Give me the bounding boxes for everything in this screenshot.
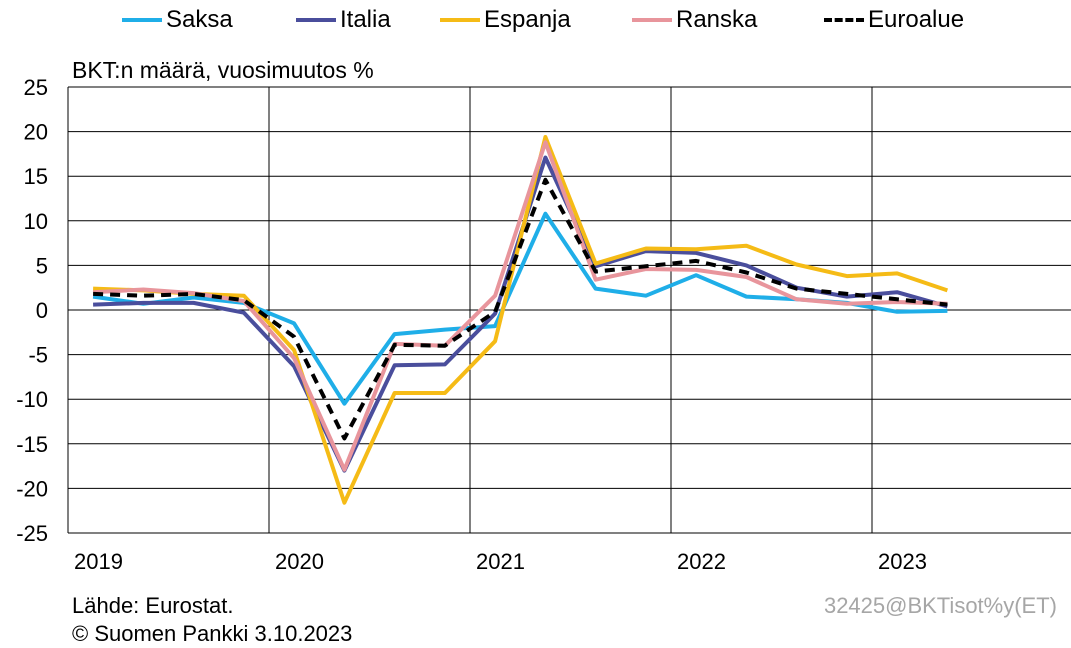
legend-label-euroalue: Euroalue	[868, 6, 965, 33]
legend-swatch-espanja	[440, 18, 480, 22]
legend-item-ranska: Ranska	[632, 2, 757, 38]
y-tick-label: 5	[36, 253, 48, 278]
y-tick-label: 10	[24, 209, 48, 234]
series-line-italia	[93, 155, 948, 473]
source-note: Lähde: Eurostat. © Suomen Pankki 3.10.20…	[72, 592, 352, 648]
legend-swatch-euroalue	[824, 18, 864, 22]
legend-swatch-italia	[296, 18, 336, 22]
source-text: Lähde: Eurostat.	[72, 593, 234, 618]
legend-label-ranska: Ranska	[676, 6, 758, 33]
legend-item-italia: Italia	[296, 2, 391, 38]
x-tick-label: 2022	[677, 549, 726, 574]
series-line-euroalue	[93, 177, 948, 441]
y-tick-label: -15	[16, 432, 48, 457]
y-tick-label: -25	[16, 521, 48, 546]
legend-label-espanja: Espanja	[484, 6, 571, 33]
legend: Saksa Italia Espanja Ranska Euroalue	[0, 2, 1071, 38]
y-axis-title: BKT:n määrä, vuosimuutos %	[72, 57, 374, 83]
x-tick-label: 2019	[74, 549, 123, 574]
x-tick-label: 2021	[476, 549, 525, 574]
y-tick-label: -10	[16, 387, 48, 412]
y-tick-label: 15	[24, 164, 48, 189]
y-tick-label: -5	[28, 343, 48, 368]
x-tick-label: 2023	[878, 549, 927, 574]
legend-item-espanja: Espanja	[440, 2, 571, 38]
y-tick-label: 0	[36, 298, 48, 323]
legend-swatch-ranska	[632, 18, 672, 22]
legend-label-italia: Italia	[340, 6, 391, 33]
legend-item-euroalue: Euroalue	[824, 2, 964, 38]
x-tick-label: 2020	[275, 549, 324, 574]
y-tick-label: 20	[24, 120, 48, 145]
legend-swatch-saksa	[122, 18, 162, 22]
y-tick-label: -20	[16, 476, 48, 501]
copyright-text: © Suomen Pankki 3.10.2023	[72, 621, 353, 646]
legend-item-saksa: Saksa	[122, 2, 233, 38]
series-line-ranska	[92, 140, 948, 472]
legend-label-saksa: Saksa	[166, 6, 233, 33]
y-tick-label: 25	[24, 75, 48, 100]
chart-code: 32425@BKTisot%y(ET)	[823, 593, 1057, 618]
series-line-espanja	[93, 135, 949, 505]
